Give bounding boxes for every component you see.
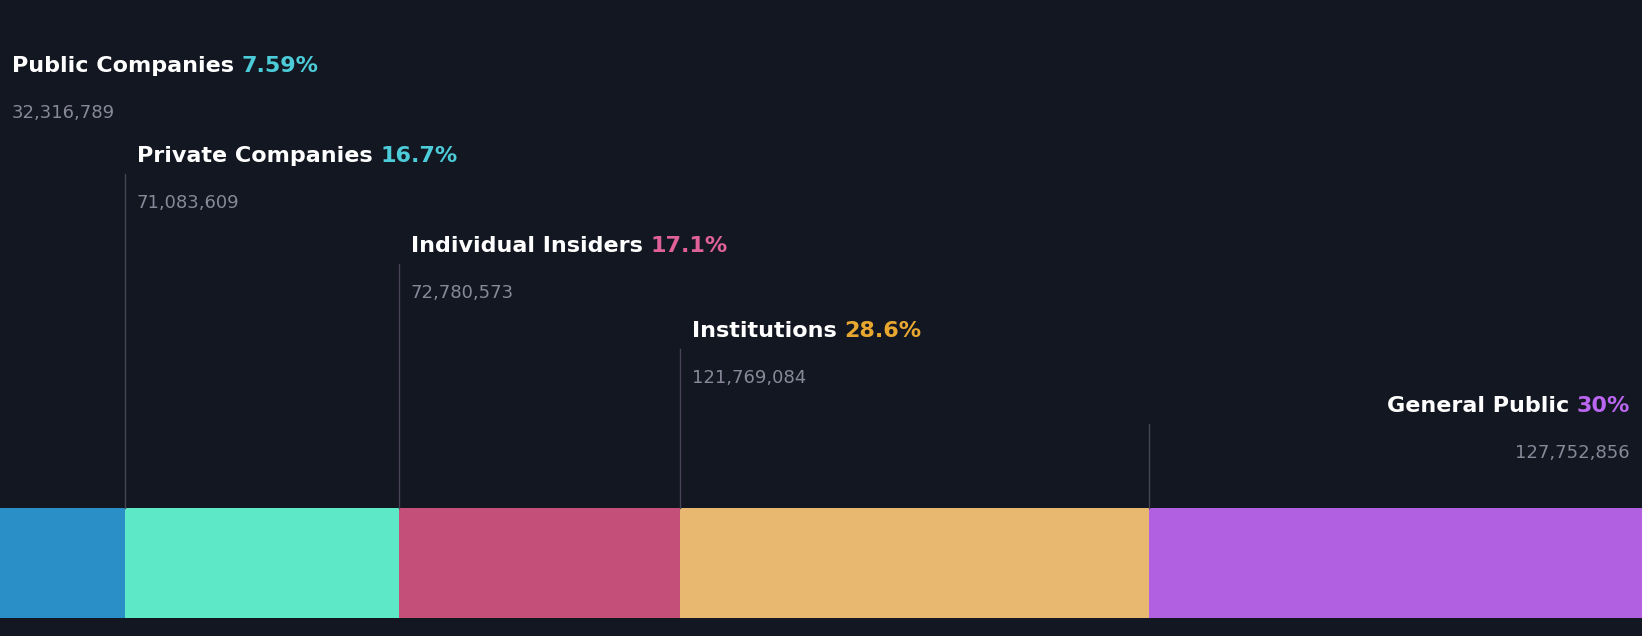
Text: 28.6%: 28.6% (844, 321, 921, 341)
Text: 121,769,084: 121,769,084 (691, 369, 806, 387)
Text: 17.1%: 17.1% (650, 236, 727, 256)
Text: 16.7%: 16.7% (379, 146, 456, 166)
Text: Individual Insiders: Individual Insiders (410, 236, 650, 256)
Text: Private Companies: Private Companies (136, 146, 379, 166)
Text: 32,316,789: 32,316,789 (11, 104, 115, 122)
Text: Public Companies: Public Companies (11, 56, 241, 76)
Text: 71,083,609: 71,083,609 (136, 194, 240, 212)
Text: 30%: 30% (1576, 396, 1631, 416)
Text: 7.59%: 7.59% (241, 56, 319, 76)
Text: Institutions: Institutions (691, 321, 844, 341)
Text: 72,780,573: 72,780,573 (410, 284, 514, 302)
Text: 127,752,856: 127,752,856 (1516, 444, 1631, 462)
Text: General Public: General Public (1386, 396, 1576, 416)
